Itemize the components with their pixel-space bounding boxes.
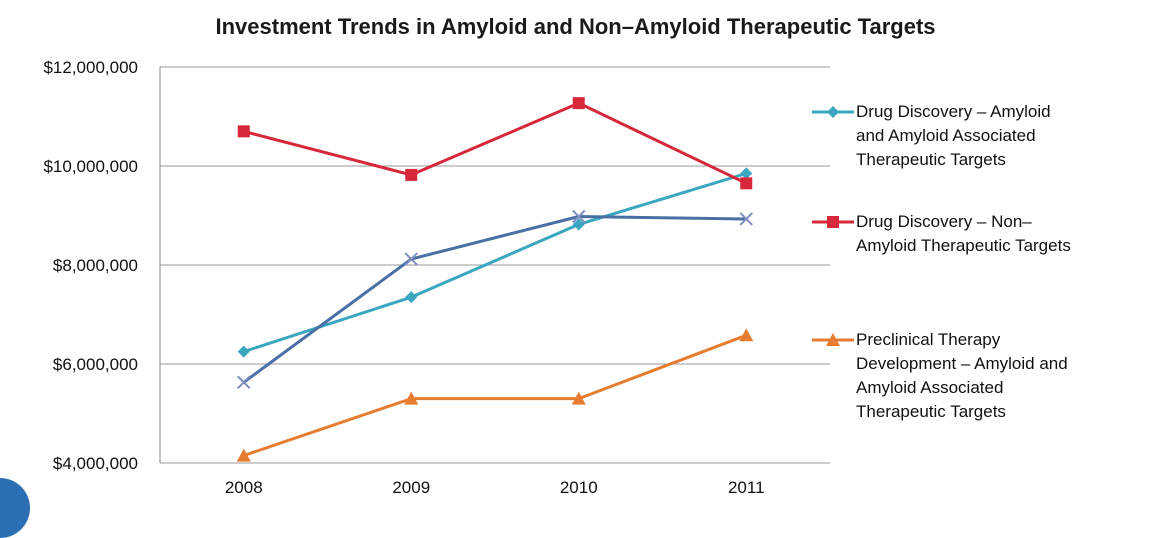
series-line-0 — [243, 171, 747, 354]
legend-line: Drug Discovery – Amyloid — [856, 102, 1051, 121]
data-point-diamond — [237, 345, 250, 358]
data-point-square — [237, 125, 250, 138]
legend-swatch-diamond — [812, 106, 854, 118]
data-point-triangle — [404, 391, 419, 405]
y-tick-label: $8,000,000 — [53, 256, 138, 275]
legend-swatch-triangle — [812, 333, 854, 346]
data-point-square — [572, 97, 585, 110]
y-tick-label: $6,000,000 — [53, 355, 138, 374]
x-axis: 2008 2009 2010 2011 — [225, 478, 765, 496]
data-point-x-stroke — [572, 209, 586, 224]
y-tick-label: $4,000,000 — [53, 454, 138, 473]
legend-line: Amyloid Therapeutic Targets — [856, 236, 1071, 255]
legend-line: Therapeutic Targets — [856, 402, 1006, 421]
y-tick-label: $12,000,000 — [43, 58, 138, 77]
chart-title: Investment Trends in Amyloid and Non–Amy… — [215, 14, 936, 39]
legend-line: Drug Discovery – Non– — [856, 212, 1032, 231]
gridlines — [160, 66, 830, 464]
data-point-x-stroke — [404, 252, 418, 266]
data-point-diamond — [405, 291, 418, 304]
data-point-triangle — [571, 391, 586, 405]
y-axis: $4,000,000 $6,000,000 $8,000,000 $10,000,00… — [43, 58, 161, 473]
legend-line: Preclinical Therapy — [856, 330, 1001, 349]
data-point-x-stroke — [237, 375, 251, 390]
series-line-1 — [243, 101, 747, 185]
data-point-diamond — [572, 218, 585, 231]
x-tick-label: 2009 — [392, 478, 430, 496]
data-point-square — [740, 177, 753, 190]
x-tick-label: 2008 — [225, 478, 263, 496]
legend-line: and Amyloid Associated — [856, 126, 1036, 145]
legend-swatch-square — [812, 216, 854, 228]
legend-item-0: Drug Discovery – Amyloid and Amyloid Ass… — [810, 100, 1146, 172]
line-chart: $4,000,000 $6,000,000 $8,000,000 $10,000,00… — [43, 58, 830, 496]
x-tick-label: 2011 — [728, 478, 765, 496]
legend-line: Development – Amyloid and — [856, 354, 1068, 373]
series-line-2 — [243, 333, 747, 457]
data-point-triangle — [236, 448, 251, 462]
y-tick-label: $10,000,000 — [43, 157, 138, 176]
legend-line: Therapeutic Targets — [856, 150, 1006, 169]
data-point-diamond — [740, 167, 753, 180]
data-point-triangle — [739, 328, 754, 342]
data-point-x — [404, 252, 418, 266]
x-tick-label: 2010 — [560, 478, 598, 496]
legend-line: Amyloid Associated — [856, 378, 1004, 397]
data-point-x — [739, 212, 753, 226]
data-point-x-stroke — [739, 212, 753, 226]
legend-item-2: Preclinical Therapy Development – Amyloi… — [810, 328, 1146, 424]
data-point-square — [405, 168, 418, 181]
data-point-x — [572, 209, 586, 224]
legend-item-1: Drug Discovery – Non– Amyloid Therapeuti… — [810, 210, 1146, 258]
series-line-3 — [242, 214, 747, 384]
series-layer — [236, 97, 754, 462]
data-point-x — [237, 375, 251, 390]
